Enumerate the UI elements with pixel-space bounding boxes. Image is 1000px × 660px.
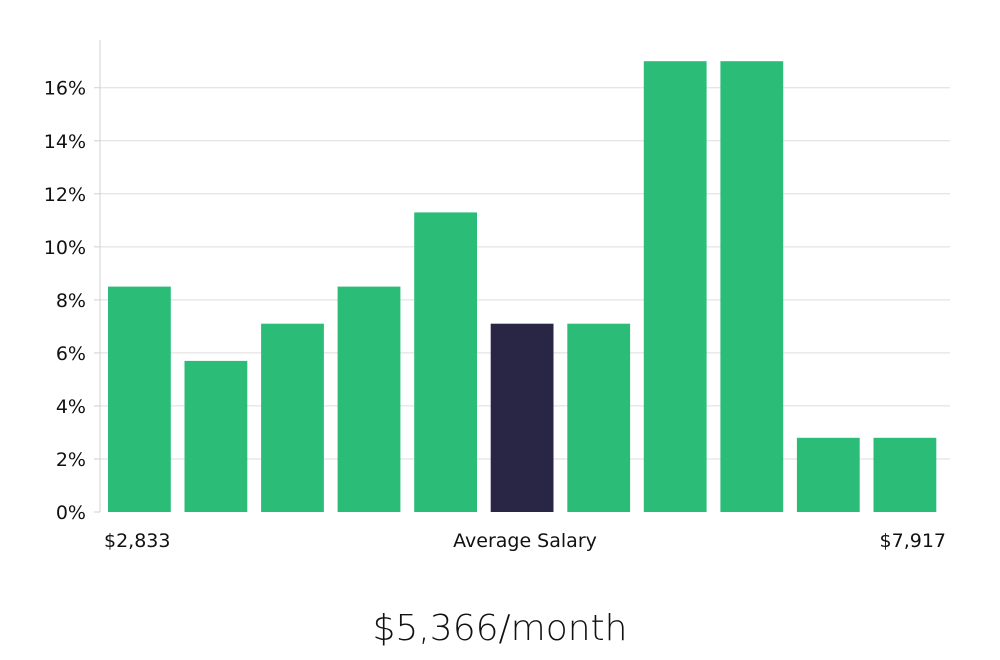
bar	[796, 437, 860, 512]
y-tick-label: 0%	[56, 502, 86, 524]
y-tick-label: 6%	[56, 343, 86, 365]
bar	[108, 286, 171, 512]
y-tick-label: 2%	[56, 449, 86, 471]
bar	[720, 61, 784, 512]
y-tick-label: 14%	[44, 131, 86, 153]
x-max-label: $7,917	[880, 530, 946, 552]
bar	[414, 212, 477, 512]
y-tick-label: 4%	[56, 396, 86, 418]
y-tick-label: 10%	[44, 237, 86, 259]
bar	[643, 61, 707, 512]
y-tick-label: 16%	[44, 78, 86, 100]
average-salary-value: $5,366/month	[372, 608, 628, 649]
bar	[337, 286, 401, 512]
bars	[108, 61, 937, 512]
bar	[261, 323, 324, 512]
y-tick-label: 12%	[44, 184, 86, 206]
bar-highlighted	[490, 323, 554, 512]
y-tick-label: 8%	[56, 290, 86, 312]
bar	[567, 323, 631, 512]
x-min-label: $2,833	[104, 530, 170, 552]
bar	[873, 437, 937, 512]
salary-distribution-chart: 0% 2% 4% 6% 8% 10% 12% 14% 16% $2,833 Average Sa…	[44, 40, 950, 552]
y-axis-tick-labels: 0% 2% 4% 6% 8% 10% 12% 14% 16%	[44, 78, 100, 524]
bar	[184, 360, 248, 512]
x-axis-title: Average Salary	[453, 530, 597, 552]
